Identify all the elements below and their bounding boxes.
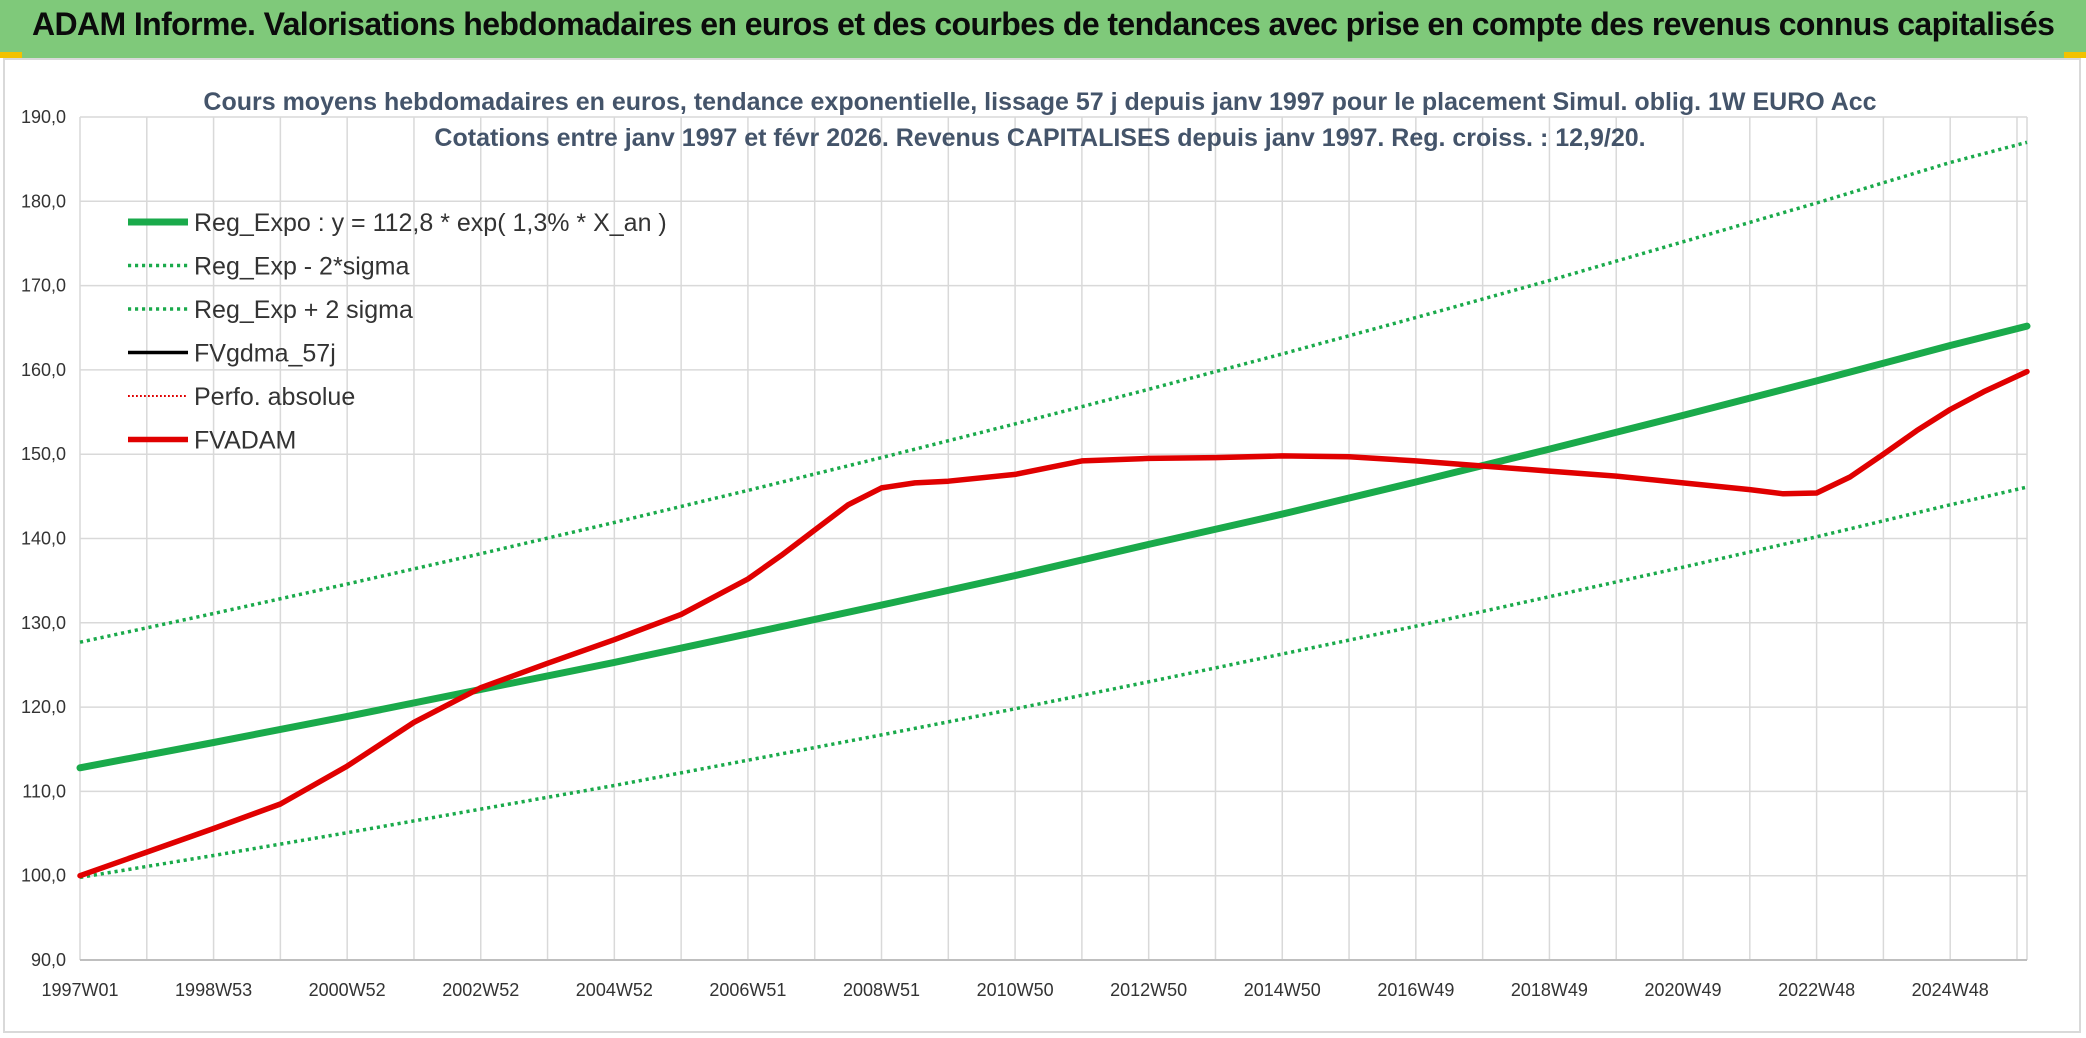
y-tick-label: 90,0 (31, 950, 66, 970)
y-tick-label: 100,0 (21, 866, 66, 886)
y-axis: 90,0 100,0 110,0 120,0 130,0 140,0 150,0 160,0 1… (21, 107, 66, 970)
corner-marker-left (0, 52, 22, 58)
y-tick-label: 140,0 (21, 529, 66, 549)
x-tick-label: 2012W50 (1110, 980, 1187, 1000)
x-tick-label: 2000W52 (309, 980, 386, 1000)
x-tick-label: 2002W52 (442, 980, 519, 1000)
legend-label: Reg_Exp + 2 sigma (194, 296, 413, 324)
legend-label: Reg_Exp - 2*sigma (194, 253, 409, 281)
corner-marker-right (2064, 52, 2086, 58)
series-line-reg-expo (76, 322, 2031, 772)
series-lines (76, 140, 2031, 880)
x-tick-label: 2020W49 (1644, 980, 1721, 1000)
x-tick-label: 2006W51 (709, 980, 786, 1000)
y-tick-label: 130,0 (21, 613, 66, 633)
y-tick-label: 190,0 (21, 107, 66, 127)
x-tick-label: 2018W49 (1511, 980, 1588, 1000)
x-axis: 1997W01 1998W53 2000W52 2002W52 2004W52 2006W… (41, 959, 2027, 1000)
report-header: ADAM Informe. Valorisations hebdomadaire… (0, 0, 2086, 58)
report-title: ADAM Informe. Valorisations hebdomadaire… (32, 6, 2055, 42)
series-line-fvadam (77, 368, 2030, 879)
x-tick-label: 2008W51 (843, 980, 920, 1000)
chart-title-line: Cours moyens hebdomadaires en euros, ten… (203, 88, 1876, 116)
legend-label: FVADAM (194, 427, 296, 455)
grid-lines (79, 116, 2028, 961)
series-line-reg-exp (79, 140, 2028, 644)
y-tick-label: 110,0 (22, 781, 66, 801)
y-tick-label: 160,0 (21, 360, 66, 380)
legend-label: Perfo. absolue (194, 383, 355, 411)
chart-title: Cours moyens hebdomadaires en euros, ten… (203, 88, 1876, 152)
legend-label: FVgdma_57j (194, 340, 336, 368)
x-tick-label: 2014W50 (1244, 980, 1321, 1000)
x-tick-label: 2022W48 (1778, 980, 1855, 1000)
x-tick-label: 1998W53 (175, 980, 252, 1000)
x-tick-label: 2016W49 (1377, 980, 1454, 1000)
legend: Reg_Expo : y = 112,8 * exp( 1,3% * X_an … (128, 209, 667, 455)
x-tick-label: 2024W48 (1912, 980, 1989, 1000)
chart-frame (3, 58, 2081, 1033)
series-line-reg-exp (79, 485, 2028, 880)
y-tick-label: 150,0 (21, 444, 66, 464)
x-tick-label: 2004W52 (576, 980, 653, 1000)
legend-label: Reg_Expo : y = 112,8 * exp( 1,3% * X_an … (194, 209, 667, 237)
x-tick-label: 1997W01 (41, 980, 118, 1000)
y-tick-label: 120,0 (21, 697, 66, 717)
y-tick-label: 170,0 (21, 276, 66, 296)
chart-title-line: Cotations entre janv 1997 et févr 2026. … (434, 124, 1645, 152)
y-tick-label: 180,0 (21, 191, 66, 211)
x-tick-label: 2010W50 (977, 980, 1054, 1000)
